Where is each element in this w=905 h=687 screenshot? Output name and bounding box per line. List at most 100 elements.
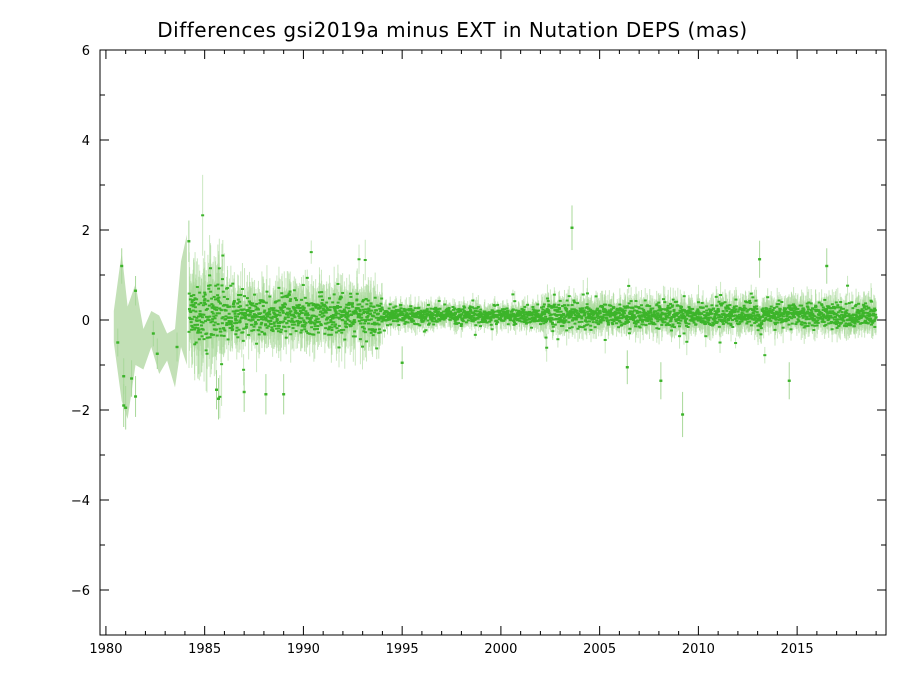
data-point <box>271 315 275 318</box>
data-point <box>483 318 487 321</box>
data-point <box>549 320 553 323</box>
data-point <box>202 313 206 316</box>
data-point <box>386 318 390 321</box>
data-point <box>267 325 271 328</box>
data-point <box>353 335 357 338</box>
data-point <box>562 304 566 307</box>
data-point <box>391 311 395 314</box>
data-point <box>541 313 545 316</box>
data-point <box>506 311 510 314</box>
data-point <box>443 316 447 319</box>
data-point <box>389 323 393 326</box>
data-point <box>238 305 242 308</box>
data-point <box>505 307 509 310</box>
data-point <box>361 300 365 303</box>
data-points <box>116 214 878 416</box>
data-point <box>550 317 554 320</box>
data-point <box>220 363 224 366</box>
data-point <box>244 312 248 315</box>
data-point <box>319 295 323 298</box>
data-point <box>227 320 231 323</box>
data-point <box>411 309 415 312</box>
data-point <box>531 317 535 320</box>
data-point <box>317 304 321 307</box>
data-point <box>481 317 485 320</box>
data-point <box>361 308 365 311</box>
data-point <box>520 316 524 319</box>
data-point <box>248 306 252 309</box>
data-point <box>369 302 373 305</box>
data-point <box>327 333 331 336</box>
data-point <box>275 320 279 323</box>
data-point <box>192 303 196 306</box>
data-point <box>570 308 574 311</box>
data-point <box>567 321 571 324</box>
data-point <box>377 323 381 326</box>
data-point <box>349 324 353 327</box>
data-point <box>537 309 541 312</box>
data-point <box>241 339 245 342</box>
data-point <box>336 305 340 308</box>
data-point <box>196 331 200 334</box>
data-point <box>195 298 199 301</box>
data-point <box>459 314 463 317</box>
data-point <box>476 305 480 308</box>
data-point <box>237 313 241 316</box>
data-point <box>566 312 570 315</box>
data-point <box>502 319 506 322</box>
data-point <box>562 321 566 324</box>
data-point <box>309 322 313 325</box>
data-point <box>331 314 335 317</box>
data-point <box>539 306 543 309</box>
data-point <box>312 333 316 336</box>
data-point <box>578 315 582 318</box>
data-point <box>251 309 255 312</box>
data-point <box>242 308 246 311</box>
data-point <box>424 315 428 318</box>
data-point <box>467 312 471 315</box>
data-point <box>570 304 574 307</box>
data-point <box>364 308 368 311</box>
data-point <box>401 319 405 322</box>
data-point <box>577 321 581 324</box>
data-point <box>285 321 289 324</box>
data-point <box>385 310 389 313</box>
data-point <box>449 310 453 313</box>
data-point <box>216 323 220 326</box>
data-point <box>313 319 317 322</box>
data-point <box>248 313 252 316</box>
data-point <box>370 322 374 325</box>
data-point <box>300 325 304 328</box>
data-point <box>337 324 341 327</box>
data-point <box>258 302 262 305</box>
data-point <box>310 321 314 324</box>
data-point <box>357 312 361 315</box>
data-point <box>513 316 517 319</box>
data-point <box>336 282 340 285</box>
data-point <box>529 320 533 323</box>
data-point <box>371 328 375 331</box>
data-point <box>458 315 462 318</box>
data-point <box>352 312 356 315</box>
data-point <box>564 307 568 310</box>
data-point <box>514 315 518 318</box>
data-point <box>375 347 379 350</box>
data-point <box>286 307 290 310</box>
data-point <box>248 301 252 304</box>
data-point <box>530 326 534 329</box>
data-point <box>467 313 471 316</box>
data-point <box>232 300 236 303</box>
data-point <box>476 317 480 320</box>
data-point <box>522 313 526 316</box>
data-point <box>350 313 354 316</box>
data-point <box>310 326 314 329</box>
data-point <box>294 309 298 312</box>
data-point <box>322 314 326 317</box>
data-point <box>295 299 299 302</box>
data-point <box>571 316 575 319</box>
data-point <box>346 318 350 321</box>
data-point <box>554 308 558 311</box>
data-point <box>397 323 401 326</box>
data-point <box>284 294 288 297</box>
data-point <box>225 287 229 290</box>
